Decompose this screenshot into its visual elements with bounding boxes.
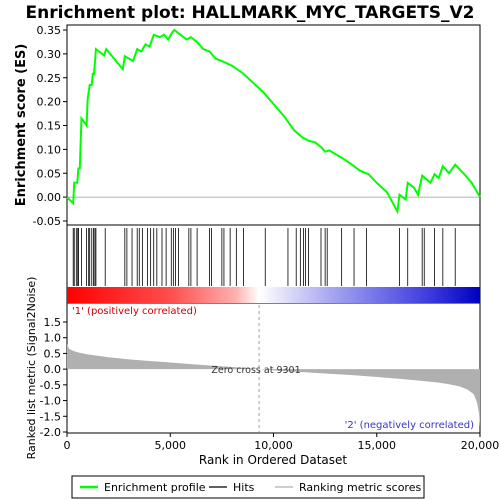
metric-y-ticks: 1.5 1.0 0.5 0.0 -0.5 -1.0 -1.5 -2.0 — [40, 316, 67, 439]
es-tick-label: 0.05 — [37, 167, 62, 180]
enrichment-profile — [66, 28, 481, 215]
metric-tick-label: -1.5 — [40, 410, 61, 423]
metric-y-axis-label: Ranked list metric (Signal2Noise) — [25, 277, 38, 460]
negative-label: '2' (negatively correlated) — [345, 420, 474, 431]
legend-label: Ranking metric scores — [299, 481, 421, 494]
es-tick-label: 0.25 — [37, 72, 62, 85]
es-tick-label: 0.00 — [37, 191, 62, 204]
es-tick-label: 0.15 — [37, 120, 62, 133]
metric-tick-label: 1.0 — [44, 332, 62, 345]
es-tick-label: 0.30 — [37, 48, 62, 61]
hit-markers — [72, 228, 456, 286]
es-tick-label: 0.10 — [37, 143, 62, 156]
legend-label: Hits — [233, 481, 255, 494]
x-tick-label: 5,000 — [155, 439, 187, 452]
x-tick-label: 15,000 — [358, 439, 397, 452]
enrichment-profile-line — [66, 28, 481, 215]
legend-items: Enrichment profile Hits Ranking metric sco… — [80, 481, 421, 494]
x-tick-label: 0 — [64, 439, 71, 452]
ranking-gradient — [67, 287, 480, 303]
es-tick-label: 0.20 — [37, 96, 62, 109]
ranking-metric-area — [67, 305, 480, 432]
chart-title: Enrichment plot: HALLMARK_MYC_TARGETS_V2 — [26, 3, 475, 23]
x-ticks: 0 5,000 10,000 15,000 20,000 — [64, 433, 500, 452]
metric-tick-label: 1.5 — [44, 316, 62, 329]
legend — [71, 475, 425, 499]
x-axis-label: Rank in Ordered Dataset — [199, 453, 347, 467]
metric-tick-label: -0.5 — [40, 379, 61, 392]
positive-label: '1' (positively correlated) — [72, 306, 197, 317]
ranking-gradient-bar — [67, 287, 480, 303]
es-y-axis-label: Enrichment score (ES) — [14, 44, 29, 207]
metric-tick-label: -1.0 — [40, 395, 61, 408]
zero-cross-label: Zero cross at 9301 — [211, 365, 300, 376]
x-tick-label: 10,000 — [254, 439, 293, 452]
metric-tick-label: 0.5 — [44, 347, 62, 360]
es-tick-label: -0.05 — [33, 215, 61, 228]
x-tick-label: 20,000 — [461, 439, 500, 452]
es-tick-label: 0.35 — [37, 24, 62, 37]
es-y-ticks: 0.35 0.30 0.25 0.20 0.15 0.10 0.05 0.00 -0.05 — [33, 24, 480, 228]
enrichment-panel — [66, 24, 481, 226]
legend-label: Enrichment profile — [104, 481, 206, 494]
ranking-metric-area-shape — [67, 344, 480, 428]
metric-tick-label: -2.0 — [40, 426, 61, 439]
metric-tick-label: 0.0 — [44, 363, 62, 376]
